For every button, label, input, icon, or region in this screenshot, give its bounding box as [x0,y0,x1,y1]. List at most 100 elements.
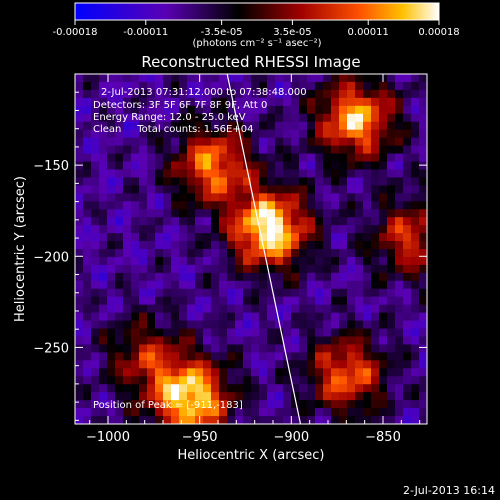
heatmap-cell [83,137,92,147]
heatmap-cell [179,129,188,139]
heatmap-cell [155,129,164,139]
heatmap-cell [267,336,276,346]
heatmap-cell [243,328,252,338]
heatmap-cell [195,360,204,369]
heatmap-cell [291,89,300,99]
heatmap-cell [331,312,340,322]
heatmap-cell [379,352,388,361]
heatmap-cell [331,89,340,99]
heatmap-cell [211,137,220,147]
heatmap-cell [219,74,228,83]
heatmap-cell [235,288,244,298]
heatmap-cell [379,264,388,274]
heatmap-cell [403,328,412,338]
heatmap-cell [195,280,204,290]
heatmap-cell [75,320,84,330]
heatmap-cell [379,113,388,123]
heatmap-cell [331,241,340,250]
heatmap-cell [163,225,172,234]
heatmap-cell [83,121,92,131]
heatmap-cell [99,328,108,338]
heatmap-cell [147,296,156,306]
heatmap-cell [419,320,427,330]
heatmap-cell [235,105,244,115]
heatmap-cell [147,280,156,290]
heatmap-cell [131,408,140,417]
heatmap-cell [187,113,196,123]
heatmap-cell [419,376,427,385]
heatmap-cell [387,209,396,218]
heatmap-cell [147,129,156,139]
heatmap-cell [147,336,156,346]
heatmap-cell [331,360,340,369]
heatmap-cell [411,384,420,393]
heatmap-cell [115,74,124,83]
heatmap-cell [155,368,164,377]
heatmap-cell [347,97,356,107]
heatmap-cell [267,288,276,298]
heatmap-cell [315,185,324,194]
heatmap-cell [91,225,100,234]
heatmap-cell [323,352,332,361]
heatmap-cell [219,336,228,346]
heatmap-cell [123,264,132,274]
heatmap-cell [403,416,412,424]
heatmap-cell [291,408,300,417]
heatmap-cell [107,233,116,242]
heatmap-cell [203,177,212,186]
heatmap-cell [131,97,140,107]
heatmap-cell [211,185,220,194]
heatmap-cell [115,376,124,385]
heatmap-cell [379,272,388,282]
heatmap-cell [355,384,364,393]
heatmap-cell [219,97,228,107]
heatmap-cell [299,328,308,338]
heatmap-cell [419,336,427,346]
heatmap-cell [83,74,92,83]
heatmap-cell [171,209,180,218]
heatmap-cell [171,256,180,266]
heatmap-cell [307,121,316,131]
heatmap-cell [139,344,148,353]
heatmap-cell [291,81,300,91]
heatmap-cell [203,400,212,409]
heatmap-cell [83,161,92,171]
heatmap-cell [139,201,148,210]
heatmap-cell [227,185,236,194]
heatmap-cell [315,74,324,83]
heatmap-cell [123,312,132,322]
heatmap-cell [379,304,388,314]
heatmap-cell [115,225,124,234]
heatmap-cell [211,416,220,424]
heatmap-cell [363,161,372,171]
heatmap-cell [139,272,148,282]
heatmap-cell [187,225,196,234]
heatmap-cell [131,288,140,298]
heatmap-cell [315,392,324,401]
heatmap-cell [331,113,340,123]
heatmap-cell [379,201,388,210]
heatmap-cell [235,201,244,210]
heatmap-cell [91,368,100,377]
heatmap-cell [155,209,164,218]
heatmap-cell [123,121,132,131]
heatmap-cell [267,384,276,393]
heatmap-cell [307,105,316,115]
heatmap-cell [99,145,108,155]
heatmap-cell [411,392,420,401]
heatmap-cell [179,280,188,290]
heatmap-cell [347,304,356,314]
heatmap-cell [75,121,84,131]
heatmap-cell [387,296,396,306]
heatmap-cell [155,304,164,314]
heatmap-cell [283,209,292,218]
heatmap-cell [387,225,396,234]
heatmap-cell [347,81,356,91]
heatmap-cell [299,169,308,178]
heatmap-cell [243,336,252,346]
heatmap-cell [131,201,140,210]
heatmap-cell [307,201,316,210]
heatmap-cell [139,360,148,369]
heatmap-cell [331,161,340,171]
heatmap-cell [243,264,252,274]
